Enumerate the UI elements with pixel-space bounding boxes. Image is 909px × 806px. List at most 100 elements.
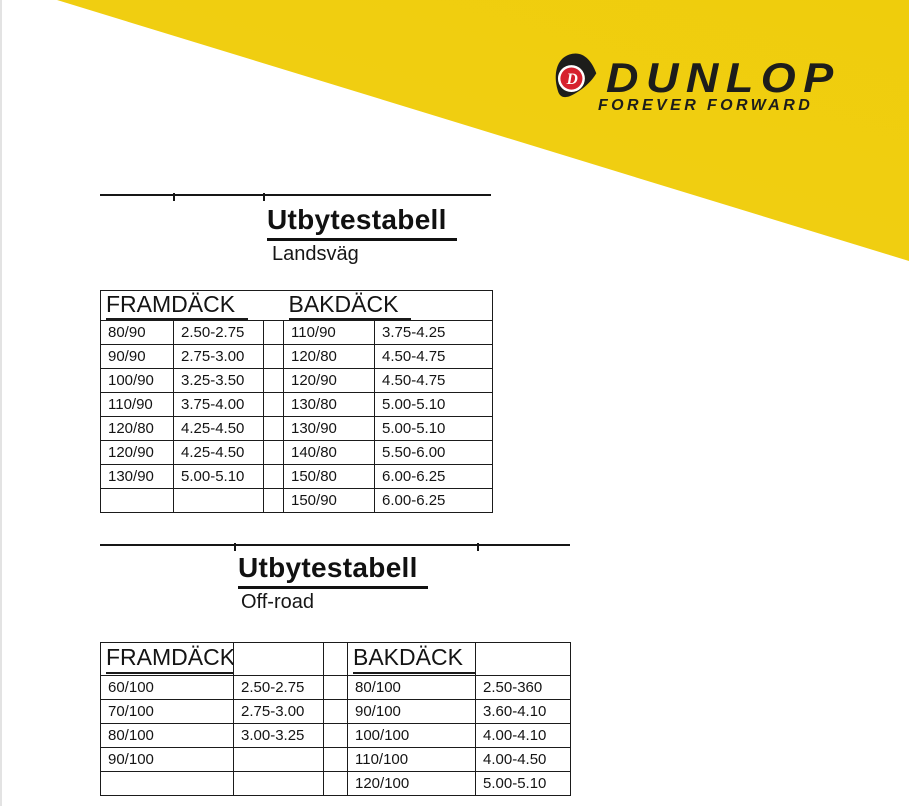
table-row: 120/80 4.25-4.50 130/90 5.00-5.10 (100, 416, 493, 442)
range-cell: 5.00-5.10 (374, 392, 493, 418)
table-row: 80/100 3.00-3.25 100/100 4.00-4.10 (100, 723, 571, 748)
size-cell: 120/90 (283, 368, 375, 394)
range-cell: 4.00-4.10 (475, 723, 571, 748)
spacer-cell (263, 368, 284, 394)
spacer-cell (323, 675, 348, 700)
size-cell: 110/100 (347, 747, 476, 772)
size-cell (100, 771, 234, 796)
table-row: 120/90 4.25-4.50 140/80 5.50-6.00 (100, 440, 493, 466)
rule-tick (477, 543, 479, 551)
table-row: 150/90 6.00-6.25 (100, 488, 493, 514)
size-cell: 100/90 (100, 368, 174, 394)
emblem-letter: D (566, 71, 578, 88)
size-cell: 130/90 (283, 416, 375, 442)
table-row: 100/90 3.25-3.50 120/90 4.50-4.75 (100, 368, 493, 394)
spacer-cell (263, 344, 284, 370)
range-cell: 2.50-360 (475, 675, 571, 700)
range-cell (233, 771, 324, 796)
table-row: 120/100 5.00-5.10 (100, 771, 571, 796)
section-title: Utbytestabell (267, 204, 457, 241)
empty-header-cell (233, 642, 324, 676)
spacer-cell (263, 464, 284, 490)
size-cell: 140/80 (283, 440, 375, 466)
range-cell: 5.00-5.10 (374, 416, 493, 442)
range-cell: 2.75-3.00 (233, 699, 324, 724)
range-cell (173, 488, 264, 514)
size-cell: 80/90 (100, 320, 174, 346)
range-cell: 4.00-4.50 (475, 747, 571, 772)
replacement-table-offroad: FRAMDÄCK BAKDÄCK 60/100 2.50-2.75 80/100… (100, 642, 571, 796)
dunlop-flying-d-icon: D (555, 53, 597, 98)
rear-header-cell: BAKDÄCK (347, 642, 476, 676)
range-cell: 3.60-4.10 (475, 699, 571, 724)
table-row: 60/100 2.50-2.75 80/100 2.50-360 (100, 675, 571, 700)
size-cell: 80/100 (347, 675, 476, 700)
rule-tick (173, 193, 175, 201)
spacer-cell (263, 416, 284, 442)
range-cell: 2.50-2.75 (173, 320, 264, 346)
size-cell: 150/80 (283, 464, 375, 490)
size-cell: 80/100 (100, 723, 234, 748)
front-header-cell: FRAMDÄCK (100, 642, 234, 676)
section-rule (100, 194, 491, 196)
section-rule (100, 544, 570, 546)
spacer-cell (323, 771, 348, 796)
size-cell: 60/100 (100, 675, 234, 700)
range-cell (233, 747, 324, 772)
rule-tick (234, 543, 236, 551)
table-row: 80/90 2.50-2.75 110/90 3.75-4.25 (100, 320, 493, 346)
section-subtitle: Off-road (241, 591, 314, 613)
front-header-cell: FRAMDÄCK (100, 289, 264, 322)
size-cell: 90/100 (347, 699, 476, 724)
front-header-label: FRAMDÄCK (106, 292, 249, 320)
table-row: 110/90 3.75-4.00 130/80 5.00-5.10 (100, 392, 493, 418)
page-edge-line (0, 0, 2, 806)
spacer-cell (263, 392, 284, 418)
size-cell: 120/80 (283, 344, 375, 370)
range-cell: 6.00-6.25 (374, 464, 493, 490)
rear-header-label: BAKDÄCK (353, 644, 475, 674)
dunlop-tagline: FOREVER FORWARD (598, 97, 814, 114)
spacer-cell (323, 642, 348, 676)
size-cell: 100/100 (347, 723, 476, 748)
section-subtitle: Landsväg (272, 243, 359, 265)
size-cell: 130/90 (100, 464, 174, 490)
size-cell: 120/90 (100, 440, 174, 466)
range-cell: 4.25-4.50 (173, 416, 264, 442)
rear-header-cell: BAKDÄCK (283, 289, 493, 322)
size-cell: 150/90 (283, 488, 375, 514)
front-header-label: FRAMDÄCK (106, 644, 233, 674)
table-row: 70/100 2.75-3.00 90/100 3.60-4.10 (100, 699, 571, 724)
range-cell: 3.25-3.50 (173, 368, 264, 394)
spacer-cell (323, 747, 348, 772)
range-cell: 5.00-5.10 (173, 464, 264, 490)
spacer-cell (323, 723, 348, 748)
replacement-table-landsvag: FRAMDÄCK BAKDÄCK 80/90 2.50-2.75 110/90 … (100, 289, 493, 514)
spacer-cell (323, 699, 348, 724)
size-cell: 110/90 (283, 320, 375, 346)
empty-header-cell (475, 642, 571, 676)
size-cell: 110/90 (100, 392, 174, 418)
table-header-row: FRAMDÄCK BAKDÄCK (100, 642, 571, 676)
rear-header-label: BAKDÄCK (288, 292, 412, 320)
dunlop-wordmark: DUNLOP (606, 54, 841, 101)
size-cell: 70/100 (100, 699, 234, 724)
range-cell: 3.75-4.00 (173, 392, 264, 418)
range-cell: 2.75-3.00 (173, 344, 264, 370)
spacer-cell (263, 488, 284, 514)
size-cell (100, 488, 174, 514)
spacer-cell (263, 320, 284, 346)
range-cell: 4.25-4.50 (173, 440, 264, 466)
range-cell: 5.00-5.10 (475, 771, 571, 796)
table-row: 130/90 5.00-5.10 150/80 6.00-6.25 (100, 464, 493, 490)
range-cell: 3.75-4.25 (374, 320, 493, 346)
table-header-row: FRAMDÄCK BAKDÄCK (100, 289, 493, 322)
rule-tick (263, 193, 265, 201)
size-cell: 90/90 (100, 344, 174, 370)
range-cell: 3.00-3.25 (233, 723, 324, 748)
spacer-cell (263, 440, 284, 466)
table-row: 90/100 110/100 4.00-4.50 (100, 747, 571, 772)
section-title: Utbytestabell (238, 552, 428, 589)
size-cell: 120/100 (347, 771, 476, 796)
